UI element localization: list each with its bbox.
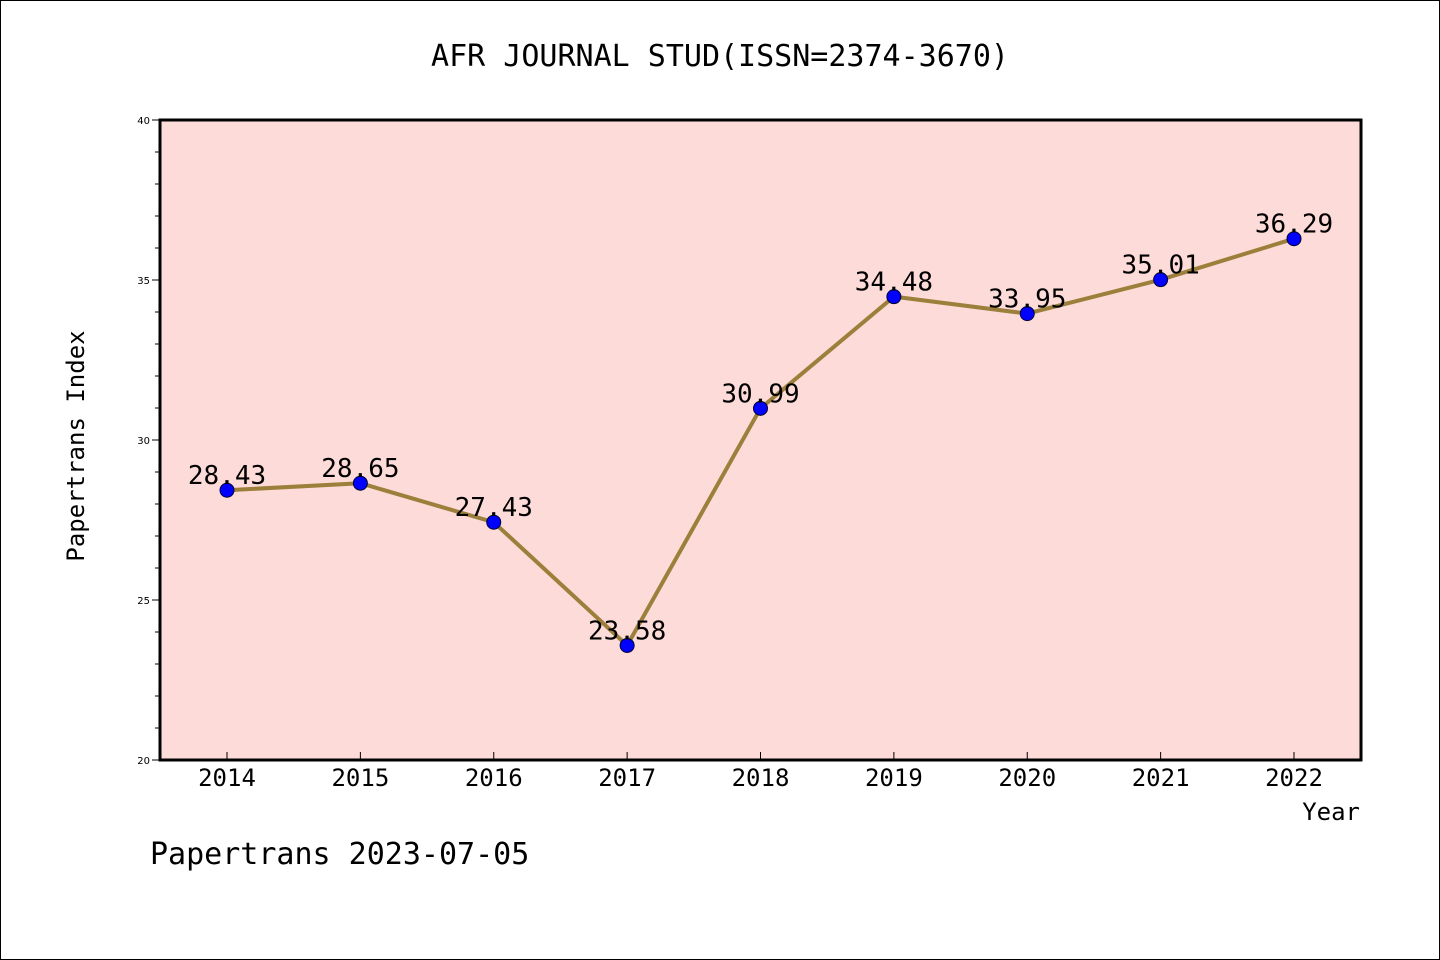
data-point [619,637,635,653]
data-point [1153,272,1169,288]
data-point [219,482,235,498]
x-axis-label: Year [1302,798,1360,826]
data-label: 28.43 [188,461,266,491]
data-label: 28.65 [321,454,399,484]
data-label: 33.95 [988,285,1066,315]
data-label: 36.29 [1255,210,1333,240]
x-tick-label: 2021 [1132,764,1190,792]
y-tick-label: 25 [137,596,150,607]
y-tick-label: 40 [137,116,150,127]
chart-title: AFR JOURNAL STUD(ISSN=2374-3670) [431,39,1009,74]
data-label: 23.58 [588,616,666,646]
x-tick-label: 2018 [732,764,790,792]
y-axis-ticks: 20 25 30 35 40 [137,116,160,767]
x-axis-ticks: 2014 2015 2016 2017 2018 2019 2020 2021 2022 [198,752,1323,792]
y-tick-label: 20 [137,756,150,767]
data-label: 35.01 [1121,251,1199,281]
x-tick-label: 2022 [1265,764,1323,792]
data-point [486,514,502,530]
footer-text: Papertrans 2023-07-05 [150,837,529,872]
x-tick-label: 2020 [998,764,1056,792]
y-tick-label: 35 [137,276,150,287]
x-tick-label: 2019 [865,764,923,792]
data-label: 34.48 [855,268,933,298]
x-tick-label: 2015 [331,764,389,792]
series-layer: 28.43 28.65 27.43 23.58 30.99 34.48 33.95 35.01… [188,210,1333,653]
y-tick-label: 30 [137,436,150,447]
x-tick-label: 2014 [198,764,256,792]
data-point [1286,231,1302,247]
data-point [886,289,902,305]
data-label: 30.99 [721,379,799,409]
y-axis-label: Papertrans Index [62,330,90,561]
data-label: 27.43 [455,493,533,523]
x-tick-label: 2017 [598,764,656,792]
data-point [1019,306,1035,322]
plot-area [158,118,1363,762]
data-point [352,475,368,491]
x-tick-label: 2016 [465,764,523,792]
data-point [753,400,768,416]
